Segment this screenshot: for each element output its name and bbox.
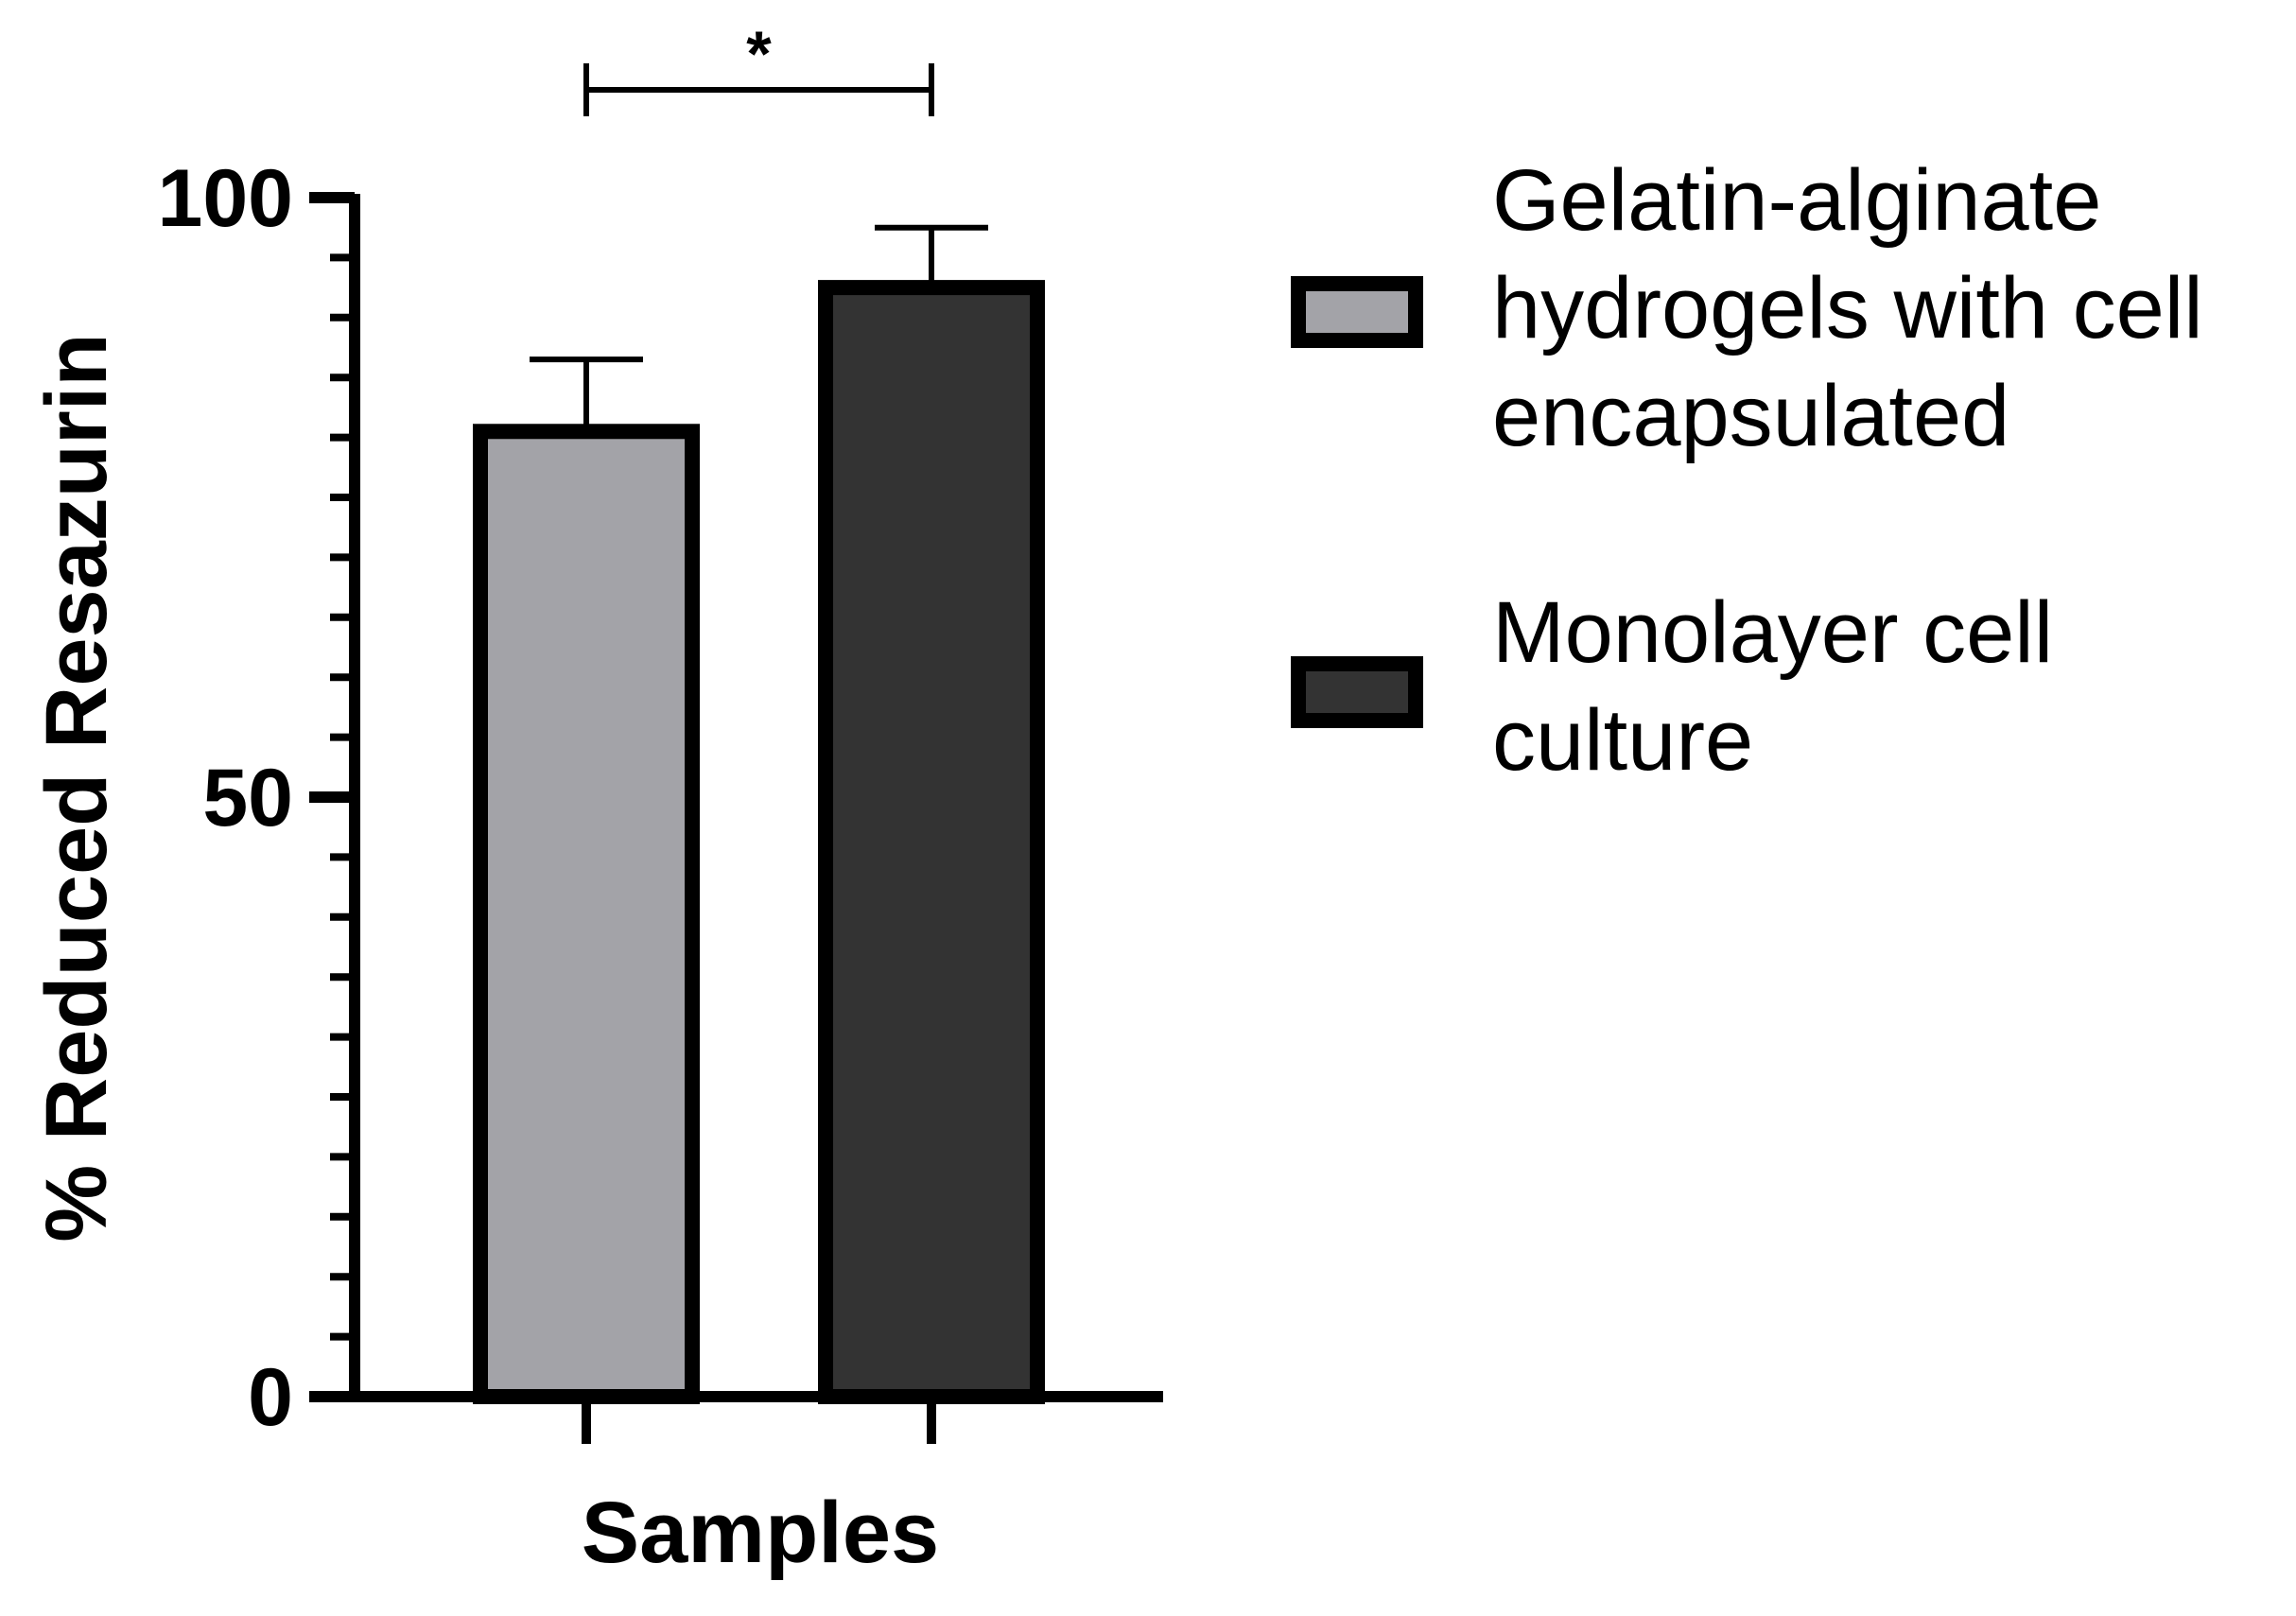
- bar: [818, 280, 1045, 1405]
- legend-swatch: [1291, 276, 1423, 348]
- y-tick-label: 50: [202, 753, 293, 843]
- significance-label: *: [746, 18, 772, 90]
- y-tick-label: 0: [248, 1352, 293, 1443]
- y-axis-label: % Reduced Resazurin: [28, 333, 125, 1242]
- legend-entry-line: encapsulated: [1492, 368, 2009, 464]
- x-axis-label: Samples: [582, 1485, 939, 1581]
- legend-entry-line: Monolayer cell: [1492, 584, 2053, 681]
- plot-area: 0 50 100 *: [158, 18, 1163, 1444]
- legend-entry-label: Monolayer cell culture: [1492, 584, 2053, 789]
- legend-entry-line: hydrogels with cell: [1492, 260, 2203, 356]
- legend-swatch: [1291, 656, 1423, 728]
- bar: [473, 424, 700, 1404]
- legend-entry-label: Gelatin-alginate hydrogels with cell encap…: [1492, 152, 2203, 464]
- legend-entry-line: Gelatin-alginate: [1492, 152, 2101, 249]
- y-tick-label: 100: [158, 153, 294, 244]
- legend-entry-line: culture: [1492, 692, 1753, 789]
- legend: Gelatin-alginate hydrogels with cell encap…: [1291, 152, 2203, 789]
